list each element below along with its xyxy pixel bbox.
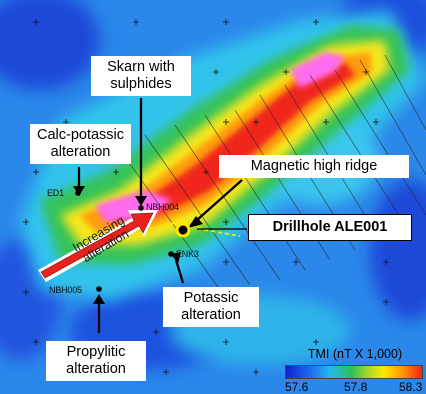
label-enk3: ENK3 bbox=[176, 249, 199, 259]
legend-mid: 57.8 bbox=[344, 380, 368, 394]
callout-leaders bbox=[73, 98, 243, 333]
increasing-alteration-arrow bbox=[38, 210, 158, 282]
drillhole-markers bbox=[75, 190, 191, 292]
callout-potassic: Potassic alteration bbox=[163, 287, 259, 327]
legend-min: 57.6 bbox=[285, 380, 309, 394]
legend-title: TMI (nT X 1,000) bbox=[307, 347, 403, 361]
callout-drillhole-ale001: Drillhole ALE001 bbox=[248, 214, 412, 241]
legend-colorbar bbox=[285, 365, 423, 379]
callout-propylitic: Propylitic alteration bbox=[46, 341, 146, 381]
ale001-collar bbox=[175, 222, 191, 238]
label-nbh004: NBH004 bbox=[146, 202, 179, 212]
legend-max: 58.3 bbox=[399, 380, 423, 394]
ed1-point bbox=[75, 190, 81, 196]
tmi-legend: TMI (nT X 1,000) 57.6 57.8 58.3 bbox=[265, 347, 426, 394]
label-ed1: ED1 bbox=[47, 188, 64, 198]
callout-calc-potassic: Calc-potassic alteration bbox=[30, 124, 131, 164]
nbh004-point bbox=[138, 205, 144, 211]
nbh005-point bbox=[96, 286, 102, 292]
enk3-point bbox=[168, 251, 174, 257]
callout-magnetic-ridge: Magnetic high ridge bbox=[219, 155, 409, 178]
callout-skarn: Skarn with sulphides bbox=[91, 56, 191, 96]
label-nbh005: NBH005 bbox=[49, 285, 82, 295]
survey-hatch-lines bbox=[119, 54, 426, 291]
